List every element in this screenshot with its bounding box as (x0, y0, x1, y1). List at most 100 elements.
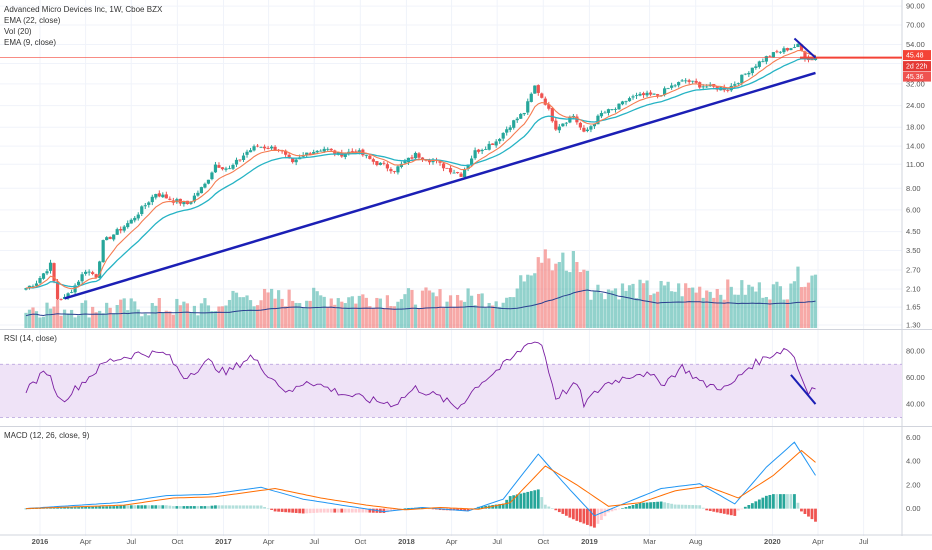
candle-body (624, 101, 628, 103)
candle-body (101, 240, 105, 263)
volume-bar (529, 275, 533, 328)
candle-body (413, 152, 418, 159)
candle-body (143, 205, 147, 207)
volume-bar (224, 305, 228, 328)
candle-body (789, 48, 793, 51)
candle-body (241, 155, 246, 160)
macd-histogram-bar (249, 505, 252, 509)
candle-body (508, 127, 512, 130)
candle-body (84, 271, 88, 274)
candle-body (498, 138, 502, 142)
macd-histogram-bar (456, 508, 459, 511)
macd-histogram-bar (235, 505, 238, 509)
volume-bar (547, 258, 551, 328)
candle-body (133, 217, 137, 221)
macd-histogram-bar (143, 505, 147, 509)
macd-histogram-bar (596, 508, 600, 524)
volume-bar (775, 281, 779, 328)
macd-histogram-bar (347, 508, 351, 513)
candle-body (803, 51, 807, 59)
volume-bar (62, 309, 67, 328)
macd-histogram-bar (98, 506, 102, 509)
volume-bar (322, 296, 326, 328)
volume-bar (603, 299, 607, 328)
macd-histogram-bar (101, 506, 105, 509)
volume-bar (168, 311, 172, 328)
macd-histogram-bar (70, 507, 73, 509)
volume-bar (666, 281, 670, 328)
volume-bar (76, 315, 81, 328)
candle-body (73, 285, 77, 293)
x-tick-label: Jul (126, 537, 136, 546)
x-tick-label: Jul (859, 537, 869, 546)
macd-histogram-bar (571, 508, 575, 520)
macd-histogram-bar (214, 505, 217, 509)
candle-body (319, 150, 323, 152)
x-tick-label: Mar (643, 537, 656, 546)
candle-body (691, 80, 695, 82)
macd-histogram-bar (438, 508, 442, 511)
macd-histogram-bar (659, 501, 663, 509)
volume-bar (98, 310, 102, 328)
x-tick-label: Aug (689, 537, 702, 546)
candle-body (810, 59, 814, 61)
macd-histogram-bar (389, 508, 393, 512)
volume-bar (147, 315, 151, 328)
macd-histogram-bar (491, 505, 495, 509)
volume-bar (368, 306, 372, 328)
x-tick-label: 2020 (764, 537, 781, 546)
macd-histogram-bar (189, 506, 193, 509)
volume-bar (126, 310, 130, 328)
candle-body (582, 127, 586, 132)
candle-body (634, 95, 639, 97)
candle-body (757, 61, 761, 67)
volume-bar (789, 283, 793, 328)
volume-bar (357, 295, 361, 328)
signal-line (25, 449, 816, 511)
macd-histogram-bar (343, 508, 347, 513)
macd-histogram (24, 489, 817, 528)
macd-histogram-bar (719, 508, 723, 514)
macd-histogram-bar (715, 508, 719, 513)
macd-histogram-bar (677, 504, 681, 509)
macd-histogram-bar (73, 507, 77, 509)
volume-bar (754, 291, 758, 328)
macd-histogram-bar (368, 508, 372, 513)
candle-body (606, 109, 611, 113)
candle-body (512, 120, 516, 128)
volume-bar (164, 310, 168, 328)
candle-body (206, 179, 211, 184)
volume-bar (399, 299, 404, 328)
legend-ema22: EMA (22, close) (4, 16, 61, 25)
volume-bar (175, 298, 179, 328)
macd-histogram-bar (803, 508, 807, 514)
volume-bar (45, 302, 49, 328)
volume-bar (438, 289, 442, 328)
volume-bar (105, 302, 109, 328)
candle-body (24, 288, 28, 290)
volume-bar (441, 307, 446, 328)
macd-histogram-bar (157, 505, 161, 509)
volume-bar (729, 286, 733, 328)
candle-body (631, 96, 635, 98)
macd-histogram-bar (666, 503, 670, 509)
candle-body (736, 83, 740, 84)
support-trendline (64, 71, 816, 300)
macd-histogram-bar (698, 505, 702, 509)
volume-bar (459, 300, 463, 328)
macd-histogram-bar (136, 505, 140, 509)
macd-histogram-bar (385, 508, 389, 513)
macd-histogram-bar (543, 504, 547, 509)
volume-bar (687, 287, 691, 328)
volume-bar (701, 297, 705, 328)
macd-histogram-bar (628, 506, 631, 509)
volume-bar (606, 289, 611, 328)
candle-body (522, 112, 526, 115)
volume-bar (708, 291, 712, 328)
macd-histogram-bar (84, 506, 88, 509)
volume-bar (645, 280, 649, 328)
volume-bar (87, 317, 91, 328)
candle-body (136, 214, 140, 219)
volume-bar (343, 303, 347, 328)
